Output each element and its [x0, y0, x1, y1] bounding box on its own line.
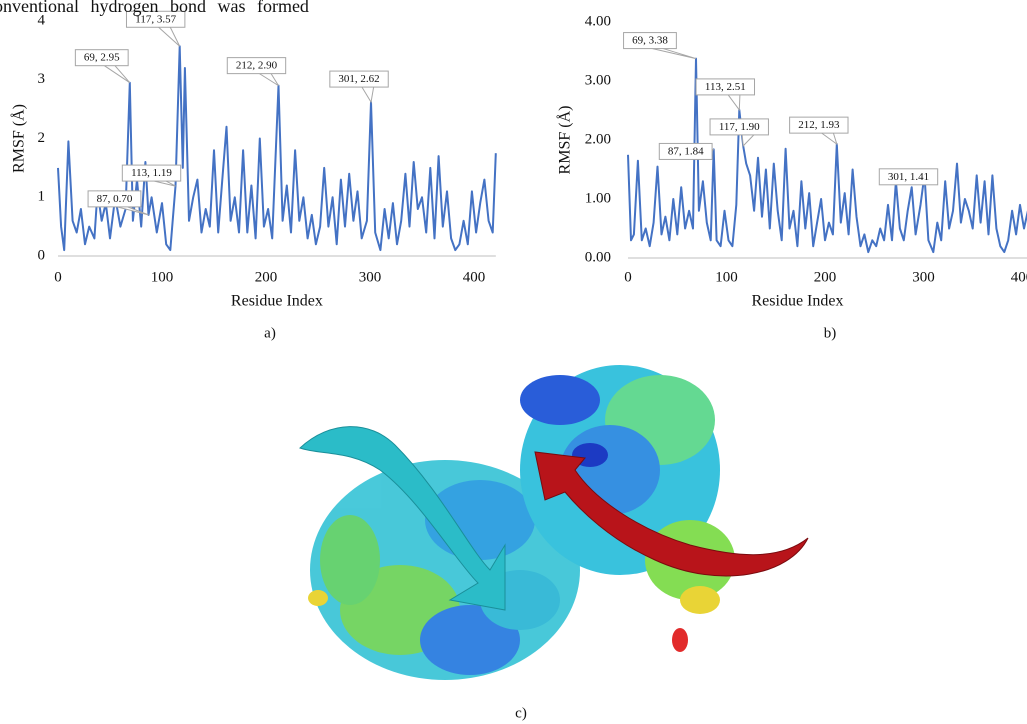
- x-tick-label: 300: [359, 269, 382, 285]
- y-tick-label: 3: [38, 71, 46, 87]
- callout-pointer: [727, 94, 741, 112]
- callout-box: [789, 116, 849, 134]
- callout-pointer: [361, 86, 375, 104]
- callout-pointer: [116, 206, 149, 216]
- x-tick-label: 0: [54, 269, 62, 285]
- data-label: 117, 3.57: [135, 13, 176, 25]
- callout-box: [329, 70, 389, 88]
- data-label: 87, 1.84: [668, 145, 704, 157]
- y-tick-label: 4.00: [585, 13, 611, 29]
- y-tick-label: 1.00: [585, 190, 611, 206]
- data-label: 301, 2.62: [338, 73, 379, 85]
- callout-box: [125, 10, 186, 28]
- callout-pointer: [259, 73, 279, 87]
- callout-box: [226, 57, 287, 75]
- callout-pointer: [652, 48, 697, 60]
- chart: 0 1 2 3 4 0 100 200 300 400 Residue Index RMSF (Å) a…: [10, 10, 497, 341]
- callout-pointer: [154, 180, 176, 187]
- data-label: 301, 1.41: [888, 171, 929, 183]
- protein-image: [299, 365, 809, 680]
- callout-box: [121, 164, 182, 182]
- body-text: onventional hydrogen bond was formed: [0, 0, 309, 16]
- x-tick-label: 100: [151, 269, 174, 285]
- x-axis-label: Residue Index: [752, 293, 844, 310]
- callout-pointer: [104, 65, 131, 84]
- y-tick-label: 0.00: [585, 249, 611, 265]
- x-tick-label: 300: [912, 269, 935, 285]
- callout-box: [87, 190, 142, 208]
- data-label: 117, 1.90: [719, 121, 760, 133]
- y-tick-label: 2.00: [585, 131, 611, 147]
- image-caption: c): [515, 705, 527, 721]
- x-tick-label: 100: [715, 269, 738, 285]
- x-axis-label: Residue Index: [231, 293, 323, 310]
- callout-box: [695, 78, 756, 96]
- data-label: 69, 2.95: [84, 52, 120, 64]
- caption: a): [264, 325, 276, 341]
- chart: 0.00 1.00 2.00 3.00 4.00 0 100 200 300 400 Residue…: [556, 13, 1027, 341]
- x-tick-label: 0: [624, 269, 632, 285]
- callout-pointer: [158, 26, 181, 47]
- y-tick-label: 2: [38, 130, 46, 146]
- callout-box: [709, 118, 769, 136]
- x-tick-label: 400: [463, 269, 486, 285]
- callout-pointer: [821, 132, 838, 146]
- caption: b): [824, 325, 837, 341]
- line-series: [57, 45, 497, 252]
- callout-pointer: [741, 134, 755, 148]
- data-label: 87, 0.70: [97, 193, 133, 205]
- data-label: 113, 1.19: [131, 167, 172, 179]
- y-tick-label: 4: [38, 12, 46, 28]
- y-tick-label: 1: [38, 189, 46, 205]
- data-label: 69, 3.38: [632, 35, 668, 47]
- x-tick-label: 400: [1011, 269, 1027, 285]
- data-label: 212, 2.90: [236, 60, 278, 72]
- data-label: 113, 2.51: [705, 81, 746, 93]
- y-axis-label: RMSF (Å): [10, 104, 28, 173]
- x-tick-label: 200: [255, 269, 278, 285]
- callout-box: [74, 49, 129, 67]
- line-series: [627, 57, 1027, 254]
- callout-box: [878, 168, 939, 186]
- x-tick-label: 200: [814, 269, 837, 285]
- y-tick-label: 3.00: [585, 72, 611, 88]
- callout-box: [623, 32, 677, 50]
- callout-box: [658, 142, 713, 160]
- data-label: 212, 1.93: [798, 119, 840, 131]
- y-tick-label: 0: [38, 247, 46, 263]
- y-axis-label: RMSF (Å): [556, 106, 574, 175]
